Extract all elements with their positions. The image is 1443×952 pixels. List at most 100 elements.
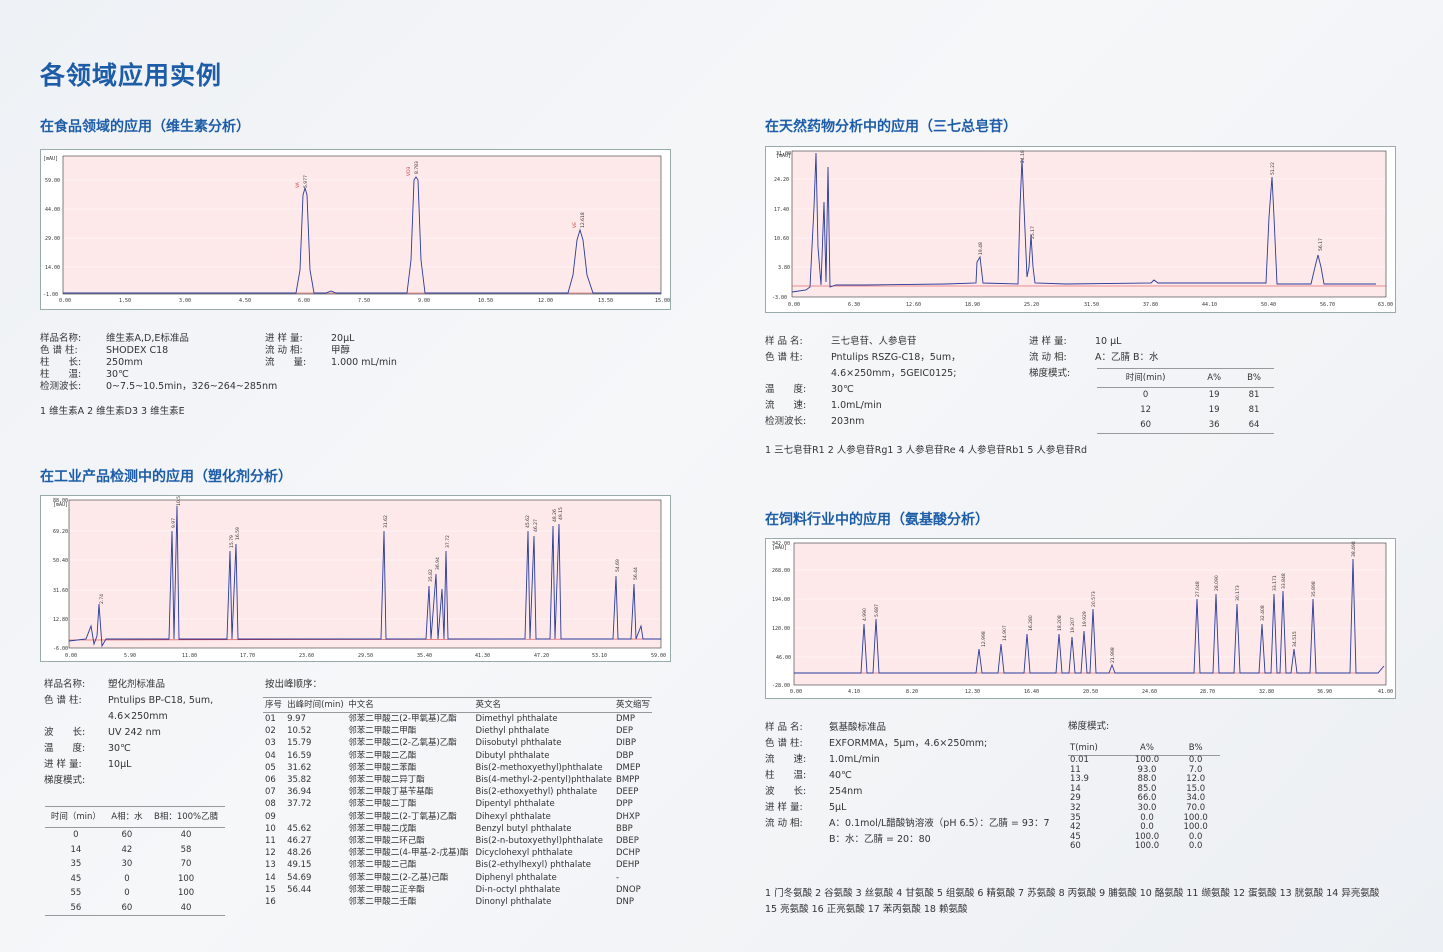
svg-text:2.74: 2.74 (99, 594, 105, 604)
svg-text:15.00: 15.00 (655, 298, 670, 304)
svg-text:18.90: 18.90 (965, 302, 980, 308)
svg-text:[mAU]: [mAU] (43, 156, 58, 162)
svg-text:69.20: 69.20 (53, 529, 68, 535)
svg-text:120.00: 120.00 (772, 626, 790, 632)
food-params-right: 进 样 量: 20μL 流 动 相: 甲醇 流 量: 1.000 mL/min (265, 333, 397, 368)
svg-text:10.60: 10.60 (774, 236, 789, 242)
herb-peaks-legend: 1 三七皂苷R1 2 人参皂苷Rg1 3 人参皂苷Re 4 人参皂苷Rb1 5 … (765, 445, 1088, 456)
plastic-order-title: 按出峰顺序： (265, 679, 323, 690)
svg-text:0.00: 0.00 (790, 689, 802, 695)
svg-text:37.72: 37.72 (445, 535, 451, 548)
svg-text:46.27: 46.27 (533, 519, 539, 532)
food-params-left: 样品名称: 维生素A,D,E标准品 色 谱 柱: SHODEX C18 柱 长: 25… (40, 333, 278, 392)
table-row: 16 邻苯二甲酸二壬酯 Dinonyl phthalate DNP (265, 897, 635, 908)
svg-text:12.998: 12.998 (981, 631, 987, 647)
svg-text:12.80: 12.80 (53, 617, 68, 623)
svg-text:16.40: 16.40 (1024, 689, 1039, 695)
svg-text:59.00: 59.00 (45, 178, 60, 184)
svg-text:0.00: 0.00 (59, 298, 71, 304)
plastic-order-table: 序号 出峰时间(min) 中文名 英文名 英文缩写 01 9.97 邻苯二甲酸二(2-甲氧基… (263, 697, 652, 908)
svg-text:7.50: 7.50 (358, 298, 370, 304)
svg-text:27.048: 27.048 (1195, 581, 1201, 597)
svg-text:88.00: 88.00 (53, 498, 68, 504)
plastic-params: 样品名称: 塑化剂标准品 色 谱 柱: Pntulips BP-C18, 5um, … (44, 679, 214, 786)
table-row: 13 49.15 邻苯二甲酸二己酯 Bis(2-ethylhexyl) phthala… (265, 860, 640, 871)
svg-text:14.00: 14.00 (45, 265, 60, 271)
svg-text:12.30: 12.30 (965, 689, 980, 695)
svg-text:24.20: 24.20 (774, 177, 789, 183)
food-section-title: 在食品领域的应用（维生素分析） (40, 119, 250, 135)
food-chromatogram: [mAU] 59.00 44.00 29.00 14.00 -1.00 0.00 1.50 3… (40, 149, 671, 310)
svg-text:56.44: 56.44 (633, 567, 639, 580)
svg-text:17.40: 17.40 (774, 207, 789, 213)
herb-section-title: 在天然药物分析中的应用（三七总皂苷） (765, 119, 1017, 135)
svg-text:31.00: 31.00 (776, 151, 791, 157)
svg-text:29.50: 29.50 (358, 653, 373, 659)
plastic-chromatogram: 88.00 [mAU] 69.20 50.40 31.60 12.80 -6.00 0.00… (40, 495, 671, 662)
table-row: 12 48.26 邻苯二甲酸二(4-甲基-2-戊基)酯 Dicyclohexyl ph… (265, 848, 640, 859)
svg-text:59.00: 59.00 (651, 653, 666, 659)
svg-text:9.97: 9.97 (171, 518, 177, 528)
svg-text:44.00: 44.00 (45, 207, 60, 213)
table-row: 10 45.62 邻苯二甲酸二戊酯 Benzyl butyl phthalate BBP (265, 823, 633, 834)
svg-text:0.00: 0.00 (65, 653, 77, 659)
svg-text:32.80: 32.80 (1259, 689, 1274, 695)
svg-text:31.50: 31.50 (1084, 302, 1099, 308)
svg-text:342.00: 342.00 (772, 541, 790, 547)
table-row: 14 54.69 邻苯二甲酸二(2-乙基)己酯 Diphenyl phthalate - (265, 872, 620, 883)
svg-text:-3.00: -3.00 (772, 295, 787, 301)
svg-text:31.60: 31.60 (53, 588, 68, 594)
table-row: 11 46.27 邻苯二甲酸二环己酯 Bis(2-n-butoxyethyl)phth… (265, 836, 639, 847)
svg-text:8.20: 8.20 (906, 689, 918, 695)
svg-text:12.60: 12.60 (906, 302, 921, 308)
herb-params-left: 样 品 名: 三七皂苷、人参皂苷 色 谱 柱: Pntulips RSZG-C18，… (765, 336, 961, 427)
svg-text:45.62: 45.62 (525, 515, 531, 528)
feed-gradient-table: T(min) A% B% 0.01 100.0 0.0 11 93.0 7.0 13.9 88… (1068, 741, 1220, 852)
svg-text:20.50: 20.50 (1083, 689, 1098, 695)
svg-text:36.90: 36.90 (1317, 689, 1332, 695)
table-row: 15 56.44 邻苯二甲酸二正辛酯 Di-n-octyl phthalate DNOP (265, 884, 641, 895)
herb-chromatogram: 31.00 [mAU] 24.20 17.40 10.60 3.80 -3.00 0.00 6… (765, 146, 1396, 313)
svg-text:14.907: 14.907 (1002, 625, 1008, 641)
plastic-gradient-table: 时间（min） A相：水 B相：100%乙腈 0 60 40 14 42 58 35 30 70… (45, 806, 225, 916)
feed-section-title: 在饲料行业中的应用（氨基酸分析） (765, 512, 989, 528)
svg-text:32.408: 32.408 (1260, 605, 1266, 621)
svg-text:49.15: 49.15 (558, 507, 564, 520)
svg-text:24.60: 24.60 (1142, 689, 1157, 695)
svg-text:268.00: 268.00 (772, 568, 790, 574)
svg-text:54.69: 54.69 (615, 559, 621, 572)
svg-text:13.50: 13.50 (598, 298, 613, 304)
svg-text:51.22: 51.22 (1270, 162, 1276, 175)
svg-text:48.26: 48.26 (552, 509, 558, 522)
svg-text:56.17: 56.17 (1318, 238, 1324, 251)
svg-text:12.618: 12.618 (580, 212, 586, 228)
svg-text:25.17: 25.17 (1030, 226, 1036, 239)
svg-text:41.30: 41.30 (475, 653, 490, 659)
svg-text:16.280: 16.280 (1028, 615, 1034, 631)
svg-text:19.929: 19.929 (1082, 611, 1088, 627)
svg-text:11.80: 11.80 (182, 653, 197, 659)
table-row: 04 16.59 邻苯二甲酸二乙酯 Dibutyl phthalate DBP (265, 750, 634, 761)
svg-text:18.208: 18.208 (1057, 615, 1063, 631)
svg-text:46.00: 46.00 (776, 655, 791, 661)
svg-text:-1.00: -1.00 (43, 292, 58, 298)
svg-text:63.00: 63.00 (1378, 302, 1393, 308)
svg-text:3.80: 3.80 (778, 265, 790, 271)
svg-text:4.10: 4.10 (848, 689, 860, 695)
svg-text:34.515: 34.515 (1292, 631, 1298, 647)
table-row: 03 15.79 邻苯二甲酸二(2-乙氧基)乙酯 Diisobutyl phthala… (265, 738, 636, 749)
table-row: 01 9.97 邻苯二甲酸二(2-甲氧基)乙酯 Dimethyl phthalate D… (265, 714, 635, 724)
svg-text:29.00: 29.00 (45, 236, 60, 242)
svg-text:10.50: 10.50 (478, 298, 493, 304)
table-row: 06 35.82 邻苯二甲酸二异丁酯 Bis(4-methyl-2-pentyl)ph… (265, 775, 640, 786)
svg-text:15.79: 15.79 (229, 535, 235, 548)
svg-text:8.783: 8.783 (414, 161, 420, 174)
svg-text:33.171: 33.171 (1272, 575, 1278, 591)
table-row: 05 31.62 邻苯二甲酸二苯酯 Bis(2-methoxyethyl)phthal… (265, 762, 641, 773)
svg-text:38.498: 38.498 (1351, 541, 1357, 557)
svg-text:0.00: 0.00 (788, 302, 800, 308)
feed-peaks-legend-2: 15 亮氨酸 16 正亮氨酸 17 苯丙氨酸 18 赖氨酸 (765, 904, 968, 915)
svg-text:28.70: 28.70 (1200, 689, 1215, 695)
table-row: 02 10.52 邻苯二甲酸二甲酯 Diethyl phthalate DEP (265, 726, 634, 737)
table-row: 07 36.94 邻苯二甲酸丁基苄基酯 Bis(2-ethoxyethyl) phth… (265, 787, 639, 798)
